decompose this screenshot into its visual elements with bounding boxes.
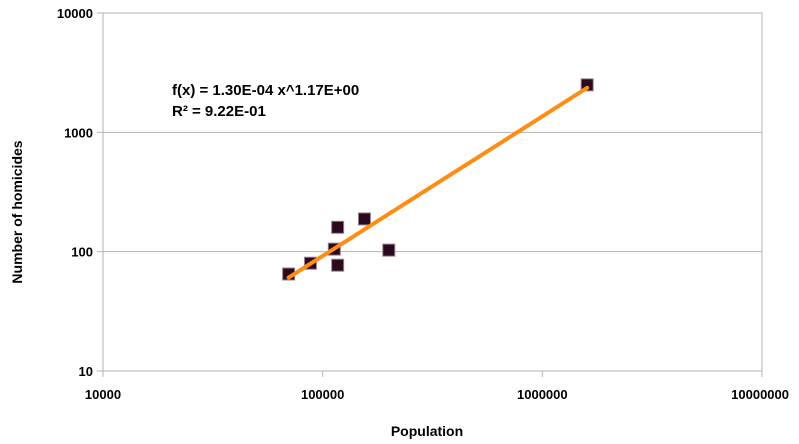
plot-area	[102, 12, 763, 372]
data-point	[357, 212, 371, 226]
gridlines	[103, 12, 762, 372]
x-tick-label: 100000	[301, 387, 344, 402]
y-axis-ticks: 10 100 1000 10000	[57, 6, 103, 379]
data-point	[331, 220, 345, 234]
x-axis-ticks: 10000 100000 1000000 10000000	[85, 371, 789, 402]
x-tick-label: 10000	[85, 387, 121, 402]
data-point	[331, 258, 345, 272]
y-axis-title: Number of homicides	[9, 140, 25, 283]
trendline-r-squared: R² = 9.22E-01	[172, 103, 266, 120]
trendline-group	[286, 85, 590, 280]
y-tick-label: 100	[71, 245, 93, 260]
data-point	[382, 243, 396, 257]
y-tick-label: 1000	[64, 125, 93, 140]
trendline-equation: f(x) = 1.30E-04 x^1.17E+00	[172, 82, 359, 99]
trendline	[286, 85, 590, 280]
x-axis-title: Population	[391, 423, 463, 439]
y-tick-label: 10000	[57, 6, 93, 21]
x-tick-label: 1000000	[517, 387, 568, 402]
y-tick-label: 10	[79, 364, 93, 379]
x-tick-label: 10000000	[731, 387, 789, 402]
